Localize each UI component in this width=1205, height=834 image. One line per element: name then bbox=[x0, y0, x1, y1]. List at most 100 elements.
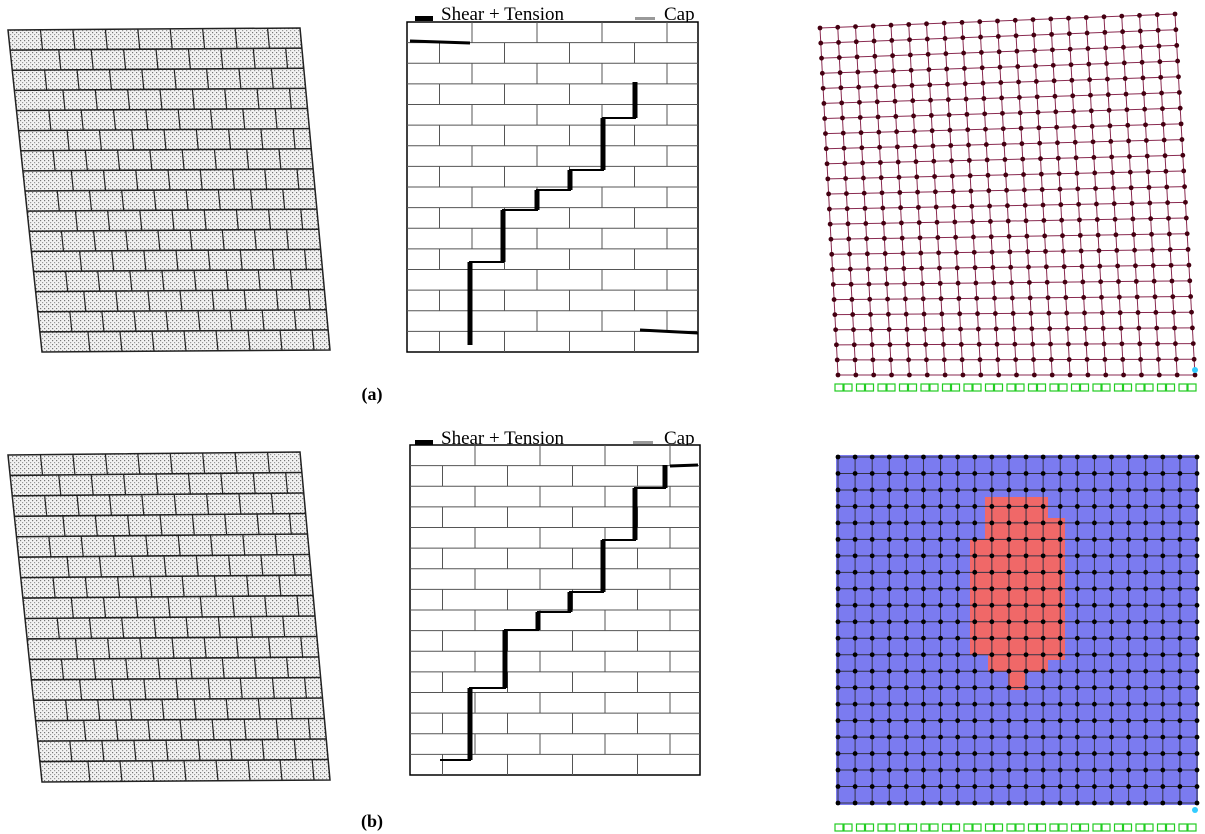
head-joint bbox=[69, 311, 73, 332]
node bbox=[869, 553, 875, 559]
node bbox=[877, 144, 883, 150]
node bbox=[1006, 635, 1012, 641]
node bbox=[869, 784, 875, 789]
node bbox=[817, 25, 823, 31]
support bbox=[864, 823, 875, 832]
node bbox=[886, 569, 892, 575]
node bbox=[1018, 125, 1024, 131]
node bbox=[1040, 784, 1046, 789]
node bbox=[868, 327, 874, 332]
head-joint bbox=[288, 88, 292, 109]
node bbox=[995, 33, 1001, 39]
node bbox=[835, 718, 841, 724]
support bbox=[855, 823, 866, 832]
node bbox=[1160, 106, 1165, 112]
head-joint bbox=[285, 657, 290, 678]
head-joint bbox=[252, 472, 256, 494]
node bbox=[1119, 13, 1125, 19]
node bbox=[1160, 751, 1166, 756]
node bbox=[835, 586, 841, 592]
head-joint bbox=[264, 595, 268, 617]
support bbox=[1156, 823, 1167, 832]
head-joint bbox=[243, 290, 247, 311]
node bbox=[852, 586, 858, 592]
support bbox=[843, 383, 853, 392]
node bbox=[886, 800, 892, 806]
node bbox=[955, 767, 961, 773]
head-joint bbox=[224, 88, 228, 110]
node bbox=[1109, 619, 1114, 625]
head-joint bbox=[92, 658, 97, 680]
head-joint bbox=[209, 109, 214, 130]
node bbox=[1109, 487, 1114, 493]
node bbox=[921, 586, 926, 592]
node bbox=[895, 144, 900, 150]
head-joint bbox=[300, 636, 304, 658]
node bbox=[866, 281, 872, 287]
node bbox=[955, 718, 961, 724]
node bbox=[1006, 685, 1012, 691]
node bbox=[1191, 356, 1197, 362]
node bbox=[835, 652, 841, 658]
node bbox=[852, 471, 858, 476]
head-joint bbox=[220, 473, 224, 494]
node bbox=[852, 800, 858, 806]
node bbox=[1023, 454, 1029, 460]
head-joint bbox=[107, 210, 111, 231]
node bbox=[978, 372, 984, 378]
legend-swatch-cap bbox=[633, 441, 653, 444]
node bbox=[1057, 635, 1063, 641]
node bbox=[1177, 504, 1183, 509]
head-joint bbox=[171, 637, 175, 659]
node bbox=[1014, 372, 1019, 378]
node bbox=[1126, 734, 1132, 740]
node bbox=[886, 718, 892, 724]
head-joint bbox=[151, 760, 155, 782]
node bbox=[962, 81, 968, 87]
node bbox=[869, 767, 875, 773]
node bbox=[847, 251, 852, 257]
node bbox=[938, 685, 943, 691]
node bbox=[1040, 701, 1046, 707]
head-joint bbox=[155, 49, 159, 70]
node bbox=[935, 235, 941, 240]
node bbox=[869, 701, 875, 707]
head-joint bbox=[234, 452, 238, 474]
node bbox=[1130, 216, 1136, 222]
head-joint bbox=[247, 330, 251, 351]
node bbox=[1172, 325, 1177, 331]
crack bbox=[469, 82, 636, 345]
mesh-line bbox=[997, 20, 1017, 376]
head-joint bbox=[177, 535, 181, 556]
node bbox=[966, 142, 971, 148]
node bbox=[941, 342, 946, 347]
node bbox=[972, 685, 978, 691]
support bbox=[855, 383, 866, 392]
head-joint bbox=[171, 210, 175, 231]
node bbox=[903, 586, 909, 592]
node bbox=[1035, 109, 1041, 115]
head-joint bbox=[199, 596, 203, 618]
node bbox=[1014, 48, 1020, 54]
node bbox=[1126, 652, 1132, 658]
node bbox=[1074, 520, 1080, 526]
node bbox=[1023, 668, 1029, 674]
head-joint bbox=[84, 150, 88, 171]
node bbox=[1051, 78, 1057, 84]
support bbox=[984, 823, 995, 832]
legend-cap: Cap bbox=[664, 428, 695, 449]
head-joint bbox=[76, 69, 80, 90]
node bbox=[1189, 309, 1194, 315]
node bbox=[869, 602, 875, 608]
legend-shear: Shear + Tension bbox=[441, 428, 565, 449]
legend-swatch-shear bbox=[415, 440, 433, 445]
head-joint bbox=[133, 740, 137, 761]
node bbox=[929, 128, 935, 134]
node bbox=[1109, 154, 1115, 160]
node bbox=[989, 602, 995, 608]
node bbox=[938, 454, 943, 460]
node bbox=[1064, 310, 1070, 316]
node bbox=[1138, 44, 1144, 50]
node bbox=[1006, 668, 1012, 674]
node bbox=[1023, 619, 1029, 625]
